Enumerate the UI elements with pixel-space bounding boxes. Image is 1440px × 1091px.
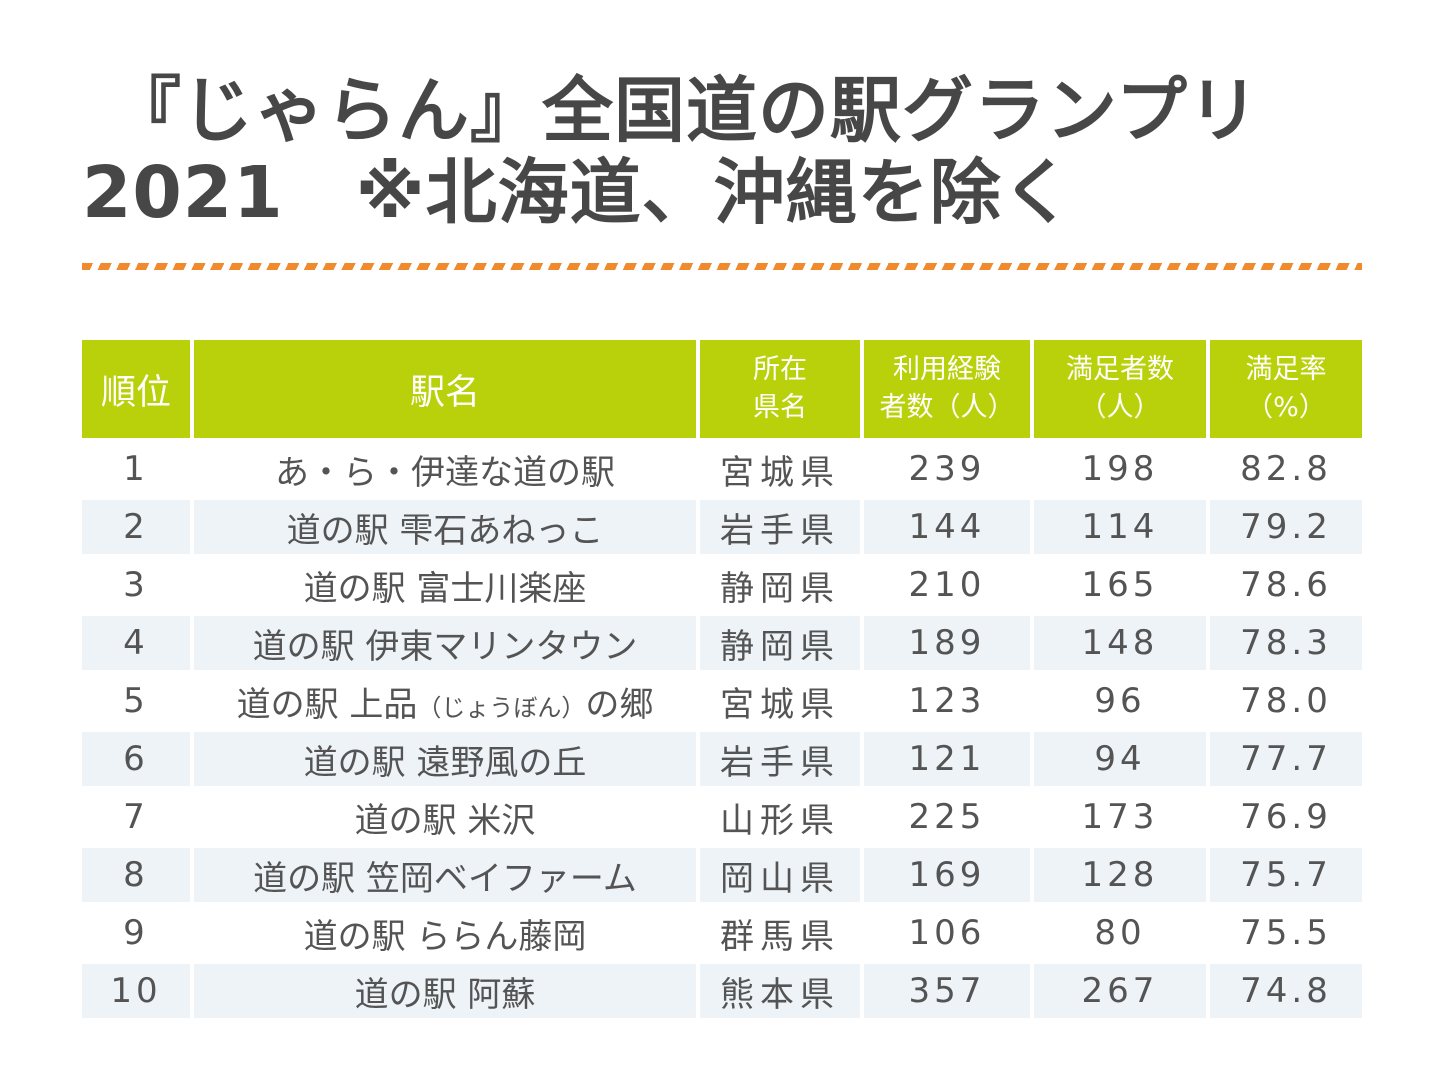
satisfied-cell: 198: [1081, 449, 1159, 489]
table-row: 7 道の駅 米沢 山形県 225 173 76.9: [82, 790, 1362, 844]
prefecture-cell: 山形県: [720, 800, 840, 841]
users-cell: 189: [864, 616, 1030, 670]
header-satisfied: 満足者数 （人）: [1034, 340, 1206, 438]
users-cell: 210: [908, 565, 986, 605]
users-cell: 123: [908, 681, 986, 721]
station-name-cell: 道の駅 阿蘇: [194, 964, 696, 1018]
table-row: 10 道の駅 阿蘇 熊本県 357 267 74.8: [82, 964, 1362, 1018]
page-title: 『じゃらん』全国道の駅グランプリ 2021 ※北海道、沖縄を除く: [82, 70, 1382, 234]
prefecture-cell: 岡山県: [700, 848, 860, 902]
users-cell: 239: [908, 449, 986, 489]
header-users: 利用経験 者数（人）: [864, 340, 1030, 438]
rate-cell: 75.7: [1210, 848, 1362, 902]
rank-cell: 5: [123, 681, 149, 721]
rank-cell: 6: [82, 732, 190, 786]
station-name-cell: あ・ら・伊達な道の駅: [275, 452, 615, 493]
table-row: 5 道の駅 上品（じょうぼん）の郷 宮城県 123 96 78.0: [82, 674, 1362, 728]
rate-cell: 78.6: [1240, 565, 1332, 605]
satisfied-cell: 96: [1094, 681, 1146, 721]
prefecture-cell: 群馬県: [720, 916, 840, 957]
table-row: 8 道の駅 笠岡ベイファーム 岡山県 169 128 75.7: [82, 848, 1362, 902]
satisfied-cell: 128: [1034, 848, 1206, 902]
users-cell: 144: [864, 500, 1030, 554]
prefecture-cell: 静岡県: [720, 568, 840, 609]
station-name-cell: 道の駅 富士川楽座: [303, 568, 587, 609]
users-cell: 106: [908, 913, 986, 953]
prefecture-cell: 岩手県: [700, 732, 860, 786]
table-row: 1 あ・ら・伊達な道の駅 宮城県 239 198 82.8: [82, 442, 1362, 496]
prefecture-cell: 熊本県: [700, 964, 860, 1018]
satisfied-cell: 80: [1094, 913, 1146, 953]
table-row: 2 道の駅 雫石あねっこ 岩手県 144 114 79.2: [82, 500, 1362, 554]
users-cell: 169: [864, 848, 1030, 902]
rate-cell: 78.0: [1240, 681, 1332, 721]
rank-cell: 7: [123, 797, 149, 837]
rank-cell: 1: [123, 449, 149, 489]
satisfied-cell: 94: [1034, 732, 1206, 786]
header-rate: 満足率 （%）: [1210, 340, 1362, 438]
table-row: 6 道の駅 遠野風の丘 岩手県 121 94 77.7: [82, 732, 1362, 786]
rank-cell: 4: [82, 616, 190, 670]
station-name-cell: 道の駅 米沢: [354, 800, 536, 841]
rank-cell: 8: [82, 848, 190, 902]
station-name-cell: 道の駅 上品（じょうぼん）の郷: [236, 684, 654, 725]
rank-cell: 3: [123, 565, 149, 605]
prefecture-cell: 宮城県: [720, 684, 840, 725]
users-cell: 225: [908, 797, 986, 837]
station-name-cell: 道の駅 ららん藤岡: [303, 916, 587, 957]
rate-cell: 75.5: [1240, 913, 1332, 953]
satisfied-cell: 267: [1034, 964, 1206, 1018]
rank-cell: 9: [123, 913, 149, 953]
users-cell: 121: [864, 732, 1030, 786]
rank-cell: 10: [82, 964, 190, 1018]
satisfied-cell: 148: [1034, 616, 1206, 670]
prefecture-cell: 静岡県: [700, 616, 860, 670]
ranking-table: 順位 駅名 所在 県名 利用経験 者数（人） 満足者数 （人） 満足率 （%） …: [78, 336, 1366, 1022]
rate-cell: 76.9: [1240, 797, 1332, 837]
satisfied-cell: 165: [1081, 565, 1159, 605]
title-line-2: 2021 ※北海道、沖縄を除く: [82, 151, 1074, 234]
station-name-cell: 道の駅 遠野風の丘: [194, 732, 696, 786]
rate-cell: 77.7: [1210, 732, 1362, 786]
station-name-cell: 道の駅 雫石あねっこ: [194, 500, 696, 554]
title-line-1: 『じゃらん』全国道の駅グランプリ: [110, 69, 1260, 152]
header-rank: 順位: [82, 340, 190, 438]
reading-note: （じょうぼん）: [417, 693, 586, 722]
prefecture-cell: 宮城県: [720, 452, 840, 493]
station-name-cell: 道の駅 伊東マリンタウン: [194, 616, 696, 670]
dashed-divider: [82, 263, 1362, 270]
table-row: 3 道の駅 富士川楽座 静岡県 210 165 78.6: [82, 558, 1362, 612]
rate-cell: 82.8: [1240, 449, 1332, 489]
header-prefecture: 所在 県名: [700, 340, 860, 438]
table-row: 9 道の駅 ららん藤岡 群馬県 106 80 75.5: [82, 906, 1362, 960]
station-name-cell: 道の駅 笠岡ベイファーム: [194, 848, 696, 902]
rate-cell: 78.3: [1210, 616, 1362, 670]
header-name: 駅名: [194, 340, 696, 438]
satisfied-cell: 114: [1034, 500, 1206, 554]
rank-cell: 2: [82, 500, 190, 554]
table-header-row: 順位 駅名 所在 県名 利用経験 者数（人） 満足者数 （人） 満足率 （%）: [82, 340, 1362, 438]
rate-cell: 74.8: [1210, 964, 1362, 1018]
table-row: 4 道の駅 伊東マリンタウン 静岡県 189 148 78.3: [82, 616, 1362, 670]
satisfied-cell: 173: [1081, 797, 1159, 837]
prefecture-cell: 岩手県: [700, 500, 860, 554]
rate-cell: 79.2: [1210, 500, 1362, 554]
users-cell: 357: [864, 964, 1030, 1018]
